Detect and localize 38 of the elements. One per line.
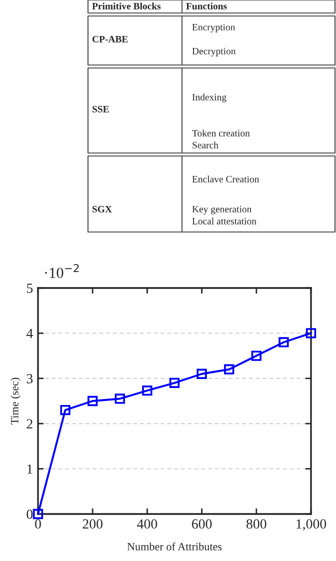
text: Key generation — [192, 206, 252, 214]
text: SGX — [92, 206, 112, 212]
text: ·10$^{−2}$ — [45, 264, 79, 278]
text: Encryption — [192, 24, 236, 32]
x-tick-label: 200 — [82, 519, 102, 529]
text: Functions — [186, 2, 227, 10]
x-tick-label: 1,000 — [296, 519, 326, 531]
point — [196, 368, 207, 379]
point — [142, 386, 152, 396]
point — [306, 328, 316, 338]
y-tick-label: 4 — [26, 328, 33, 338]
point — [60, 404, 70, 416]
y-tick-label: 3 — [26, 374, 33, 384]
x-tick-label: 400 — [137, 519, 158, 529]
y-tick-label: 5 — [27, 284, 33, 293]
point — [114, 394, 125, 404]
x-tick-label: 800 — [246, 519, 266, 529]
text: Local attestation — [192, 218, 256, 224]
point — [88, 396, 98, 406]
text: Primitive Blocks — [92, 2, 161, 10]
y-axis-title: Time (sec) — [10, 378, 21, 425]
text: CP-ABE — [92, 36, 128, 42]
y-tick-label: 1 — [27, 464, 32, 474]
text: Decryption — [192, 48, 236, 56]
point — [169, 378, 180, 388]
text: Search — [192, 142, 218, 148]
x-tick-label: 0 — [35, 519, 41, 529]
point — [278, 337, 289, 348]
y-tick-label: 0 — [26, 510, 33, 519]
x-tick-label: 600 — [192, 519, 212, 529]
point — [251, 350, 262, 361]
text: Indexing — [192, 94, 226, 102]
point — [224, 364, 234, 374]
text: SSE — [92, 106, 109, 112]
x-axis-title: Number of Attributes — [127, 542, 222, 550]
text: Token creation — [192, 130, 250, 136]
text: Enclave Creation — [192, 176, 260, 182]
y-tick-label: 2 — [26, 419, 32, 428]
